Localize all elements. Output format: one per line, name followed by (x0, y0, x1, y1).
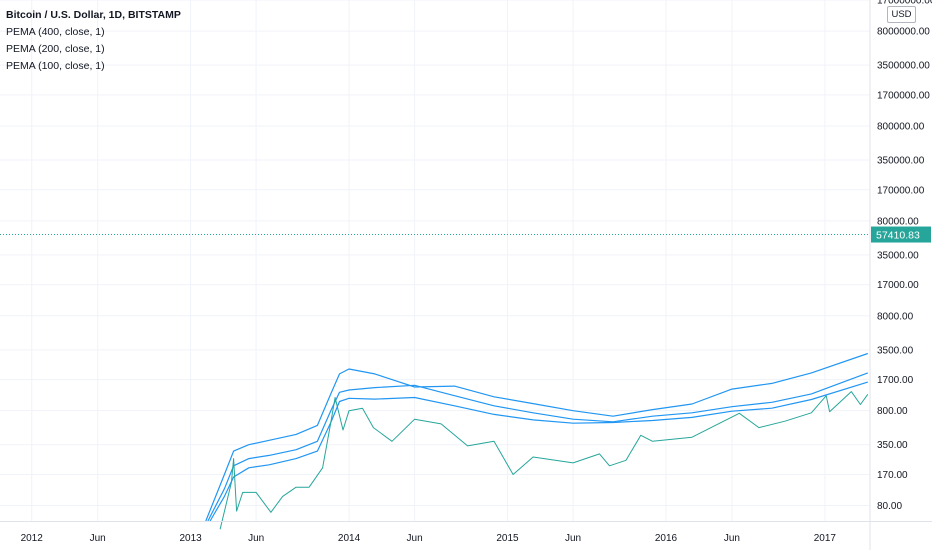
y-tick-label: 3500000.00 (877, 61, 930, 72)
x-tick-label: Jun (724, 533, 740, 544)
current-price-label: 57410.83 (876, 230, 920, 242)
y-tick-label: 170.00 (877, 470, 908, 481)
symbol-title[interactable]: Bitcoin / U.S. Dollar, 1D, BITSTAMP (6, 9, 181, 21)
x-tick-label: 2014 (338, 533, 361, 544)
y-tick-label: 800000.00 (877, 121, 925, 132)
x-tick-label: 2015 (496, 533, 519, 544)
x-tick-label: 2017 (814, 533, 837, 544)
y-tick-label: 80000.00 (877, 216, 919, 227)
x-tick-label: 2016 (655, 533, 678, 544)
series-layer (205, 352, 869, 530)
y-tick-label: 17000000.00 (877, 0, 932, 7)
y-tick-label: 170000.00 (877, 185, 925, 196)
x-tick-label: 2013 (179, 533, 202, 544)
y-tick-label: 1700000.00 (877, 90, 930, 101)
current-price-tag (871, 226, 931, 243)
x-tick-label: Jun (407, 533, 423, 544)
y-tick-label: 1700.00 (877, 375, 914, 386)
x-tick-label: Jun (90, 533, 106, 544)
x-tick-label: Jun (565, 533, 581, 544)
pema-series-line-0 (209, 381, 868, 522)
y-tick-label: 350000.00 (877, 156, 925, 167)
price-series-line (219, 391, 869, 530)
pema-series-line-1 (207, 372, 869, 522)
y-tick-label: 350.00 (877, 440, 908, 451)
indicator-label-pema-400[interactable]: PEMA (400, close, 1) (6, 26, 105, 38)
y-tick-label: 8000000.00 (877, 27, 930, 38)
y-tick-label: 17000.00 (877, 280, 919, 291)
y-tick-label: 3500.00 (877, 345, 914, 356)
legend: Bitcoin / U.S. Dollar, 1D, BITSTAMP PEMA… (6, 7, 181, 75)
indicator-label-pema-200[interactable]: PEMA (200, close, 1) (6, 43, 105, 55)
x-tick-label: Jun (248, 533, 264, 544)
indicator-label-pema-100[interactable]: PEMA (100, close, 1) (6, 60, 105, 72)
grid-layer (0, 0, 870, 521)
y-tick-label: 80.00 (877, 501, 902, 512)
y-tick-label: 8000.00 (877, 311, 914, 322)
y-tick-label: 800.00 (877, 406, 908, 417)
currency-button[interactable]: USD (887, 6, 916, 23)
y-tick-label: 35000.00 (877, 250, 919, 261)
x-tick-label: 2012 (21, 533, 44, 544)
pema-series-line-2 (205, 352, 868, 522)
